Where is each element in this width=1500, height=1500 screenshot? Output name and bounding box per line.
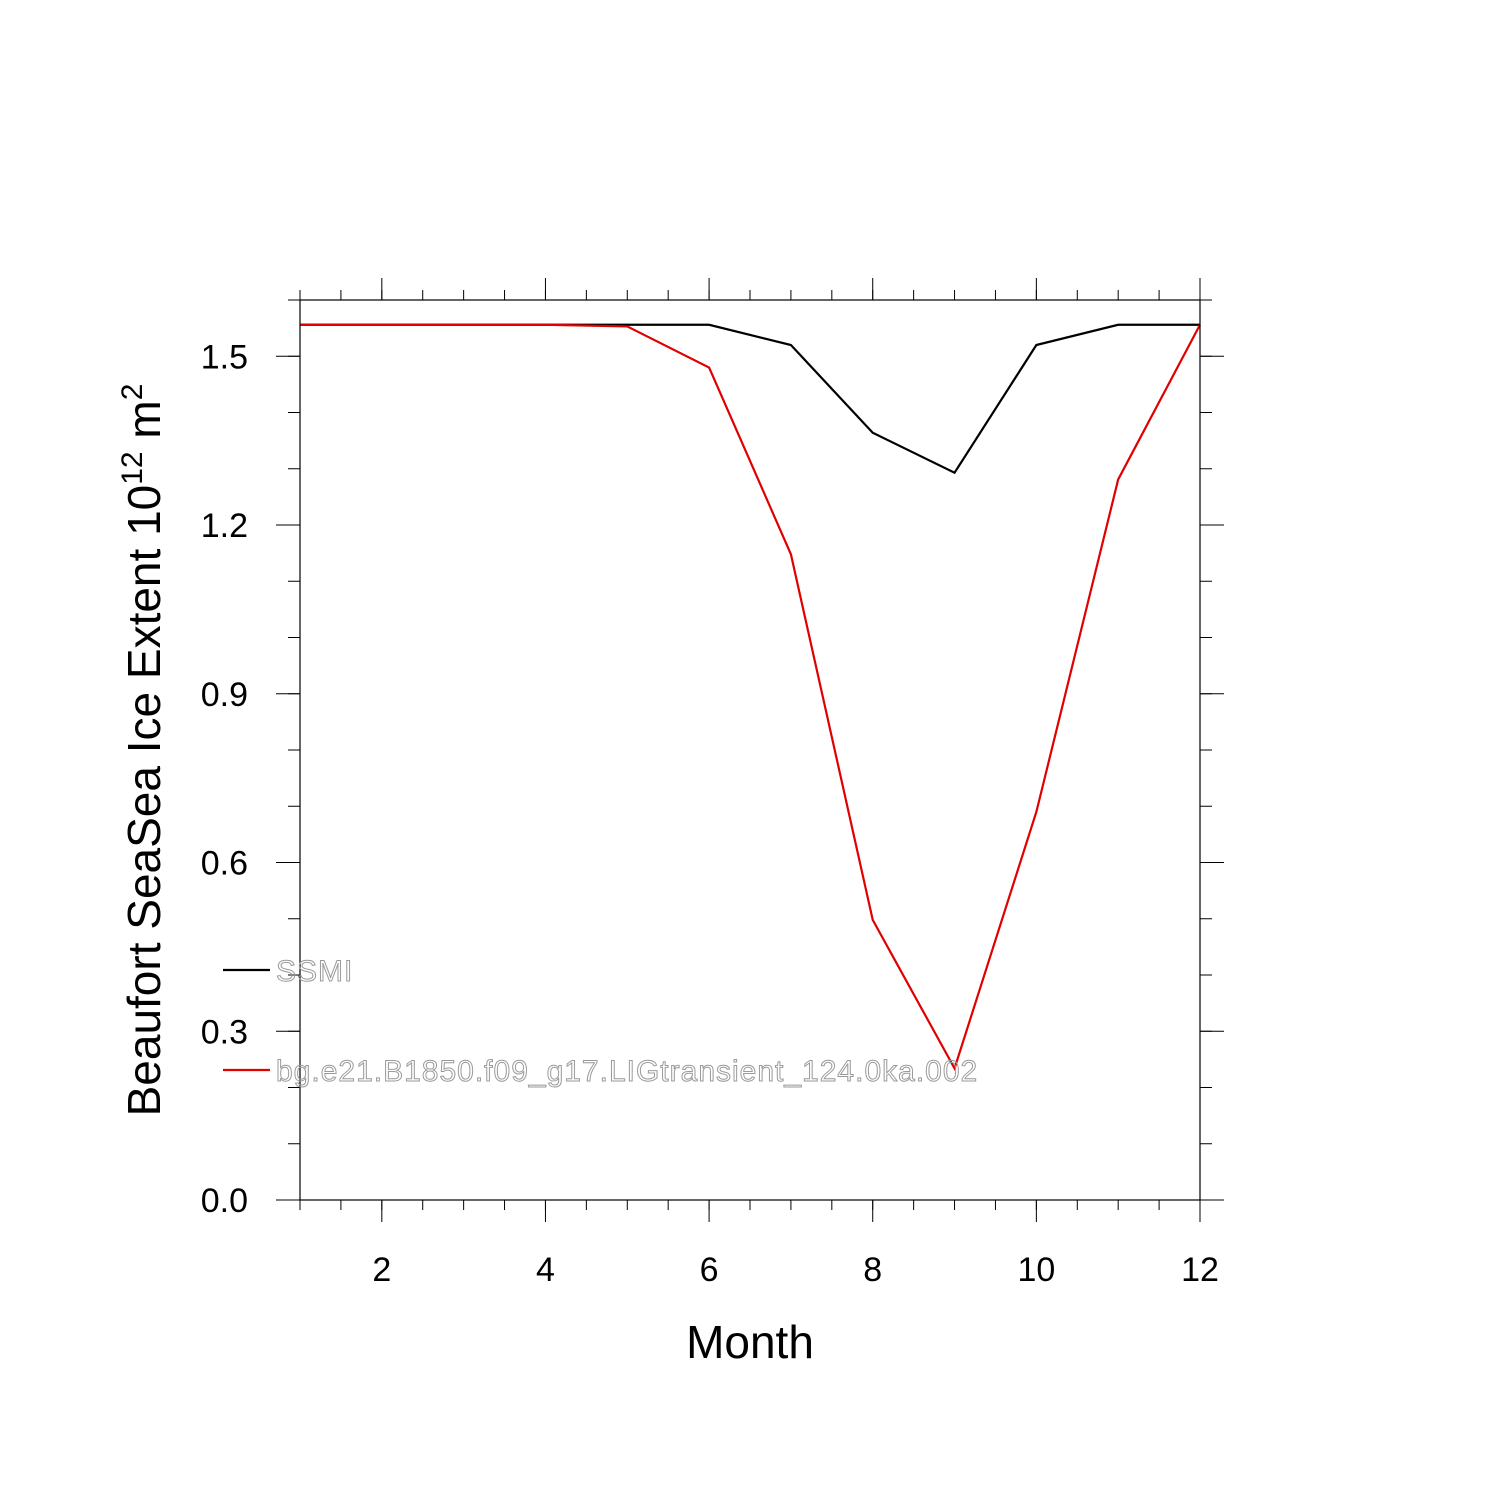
legend: SSMI bg.e21.B1850.f09_g17.LIGtransient_1… <box>223 955 978 1089</box>
x-tick-label: 2 <box>372 1251 391 1289</box>
y-tick-label: 0.6 <box>201 845 248 883</box>
legend-entry-ligtransient: bg.e21.B1850.f09_g17.LIGtransient_124.0k… <box>223 1055 978 1089</box>
x-tick-labels: 2 4 6 8 10 12 <box>372 1251 1219 1289</box>
legend-label-ssmi: SSMI <box>276 955 353 988</box>
y-axis-title: Beaufort SeaSea Ice Extent 1012 m2 <box>116 384 170 1117</box>
y-tick-label: 1.5 <box>201 338 248 376</box>
x-tick-label: 12 <box>1181 1251 1219 1289</box>
y-tick-labels: 0.0 0.3 0.6 0.9 1.2 1.5 <box>201 338 248 1220</box>
y-axis-title-sup2: 2 <box>116 384 149 401</box>
legend-label-ligtransient: bg.e21.B1850.f09_g17.LIGtransient_124.0k… <box>276 1055 978 1088</box>
x-tick-label: 8 <box>863 1251 882 1289</box>
x-axis-title: Month <box>686 1316 814 1368</box>
y-tick-label: 0.3 <box>201 1013 248 1051</box>
x-tick-label: 10 <box>1017 1251 1055 1289</box>
y-tick-label: 0.9 <box>201 676 248 714</box>
y-tick-label: 1.2 <box>201 507 248 545</box>
y-axis-title-sup1: 12 <box>116 451 149 484</box>
y-axis-title-mid: m <box>118 400 170 451</box>
plot-frame <box>299 299 1201 1201</box>
ticks-layer <box>276 278 1224 1222</box>
y-axis-title-main: Beaufort SeaSea Ice Extent 10 <box>118 485 170 1117</box>
legend-entry-ssmi: SSMI <box>223 955 353 989</box>
y-tick-label: 0.0 <box>201 1182 248 1220</box>
series-line-ssmi <box>300 323 1200 475</box>
x-tick-label: 4 <box>536 1251 555 1289</box>
series-line-ligtransient <box>300 323 1201 1072</box>
series-layer <box>300 323 1201 1072</box>
x-tick-label: 6 <box>700 1251 719 1289</box>
